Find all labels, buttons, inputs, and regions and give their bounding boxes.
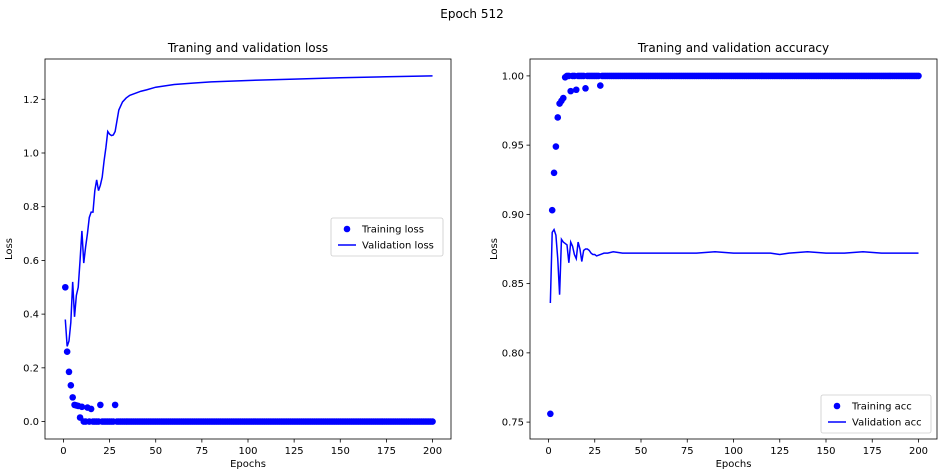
y-tick-label: 0.4 <box>23 310 39 321</box>
axes-frame <box>44 58 452 440</box>
legend-label: Training loss <box>361 225 424 236</box>
data-point <box>550 169 558 177</box>
y-tick-label: 0.95 <box>502 141 524 152</box>
data-point <box>915 72 922 80</box>
x-tick-label: 125 <box>770 446 789 457</box>
data-point <box>62 283 69 291</box>
y-tick-label: 1.2 <box>23 95 39 106</box>
accuracy-chart: Traning and validation accuracy 0 25 50 75 10… <box>489 41 938 470</box>
data-point <box>552 143 560 150</box>
y-tick-label: 0.2 <box>23 363 39 374</box>
x-tick-label: 125 <box>285 446 304 457</box>
legend-label: Training acc <box>851 402 912 413</box>
x-tick-label: 25 <box>588 446 601 457</box>
data-point <box>597 82 604 89</box>
y-tick-label: 0.90 <box>502 210 524 221</box>
data-point <box>65 368 73 376</box>
legend-point-marker <box>343 225 351 233</box>
y-tick-label: 0.85 <box>502 279 524 290</box>
data-point <box>554 114 562 121</box>
x-tick-label: 75 <box>681 446 694 457</box>
data-point <box>547 410 554 418</box>
y-axis-label: Loss <box>489 238 500 260</box>
legend: Training loss Validation loss <box>330 217 444 257</box>
plot-area <box>547 72 922 418</box>
data-point <box>111 401 119 409</box>
data-point <box>67 381 75 389</box>
data-point <box>429 418 436 425</box>
x-tick-label: 75 <box>195 446 208 457</box>
data-point <box>97 401 104 409</box>
data-point <box>567 87 574 95</box>
x-tick-label: 0 <box>60 446 66 457</box>
series-line <box>549 227 919 304</box>
y-tick-label: 0.75 <box>502 418 524 429</box>
data-point <box>78 403 86 411</box>
data-point <box>548 206 556 214</box>
figure-suptitle: Epoch 512 <box>440 7 503 21</box>
legend-label: Validation acc <box>852 418 922 429</box>
chart-title: Traning and validation accuracy <box>637 41 829 55</box>
data-point <box>582 85 589 92</box>
x-tick-label: 200 <box>909 446 928 457</box>
legend-label: Validation loss <box>362 241 434 252</box>
x-tick-label: 50 <box>149 446 162 457</box>
legend-box <box>330 217 444 257</box>
plot-area <box>62 75 436 425</box>
data-point <box>572 86 580 94</box>
x-tick-label: 25 <box>103 446 116 457</box>
legend-point-marker <box>833 402 841 410</box>
y-tick-label: 0.6 <box>23 256 39 267</box>
x-axis-label: Epochs <box>716 459 752 470</box>
x-tick-label: 150 <box>816 446 835 457</box>
y-tick-label: 0.0 <box>23 417 39 428</box>
x-tick-label: 150 <box>331 446 350 457</box>
x-axis-label: Epochs <box>230 459 266 470</box>
x-tick-label: 50 <box>635 446 648 457</box>
x-tick-label: 175 <box>377 446 396 457</box>
x-tick-label: 175 <box>863 446 882 457</box>
y-tick-label: 1.00 <box>502 71 524 82</box>
loss-chart: Traning and validation loss 0 25 50 75 100 125… <box>4 41 452 470</box>
y-axis-label: Loss <box>4 238 15 260</box>
x-tick-label: 100 <box>238 446 257 457</box>
axes-frame <box>529 58 938 440</box>
data-point <box>560 94 567 102</box>
chart-title: Traning and validation loss <box>167 41 328 55</box>
data-point <box>87 405 95 413</box>
x-tick-label: 200 <box>423 446 442 457</box>
y-tick-label: 1.0 <box>23 148 39 159</box>
y-tick-label: 0.80 <box>502 348 524 359</box>
x-tick-label: 100 <box>724 446 743 457</box>
x-tick-label: 0 <box>545 446 551 457</box>
series-line <box>64 75 433 347</box>
data-point <box>69 394 76 401</box>
data-point <box>63 348 71 356</box>
legend-box <box>820 394 932 434</box>
y-tick-label: 0.8 <box>23 202 39 213</box>
legend: Training acc Validation acc <box>820 394 932 434</box>
